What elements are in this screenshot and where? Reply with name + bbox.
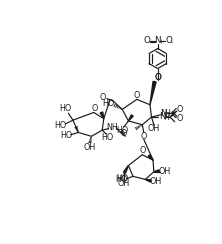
Polygon shape [154,170,159,172]
Text: O: O [134,91,140,100]
Text: HO: HO [116,174,128,183]
Text: HO: HO [54,121,66,130]
Text: O: O [141,132,147,141]
Text: HO: HO [60,131,72,140]
Text: N: N [159,112,166,121]
Text: O: O [176,114,182,123]
Text: -: - [171,39,173,45]
Polygon shape [150,81,156,105]
Text: O: O [143,36,150,45]
Text: H: H [163,112,169,122]
Text: OH: OH [148,124,160,133]
Polygon shape [100,112,104,119]
Text: O: O [121,130,127,139]
Polygon shape [124,166,128,173]
Text: OH: OH [150,177,162,186]
Text: HO: HO [59,104,71,113]
Text: HO: HO [101,133,114,142]
Text: N: N [161,109,167,118]
Text: OH: OH [84,142,96,152]
Text: NH: NH [106,123,118,132]
Text: H: H [165,110,171,119]
Text: +: + [159,39,164,45]
Polygon shape [128,115,133,121]
Polygon shape [148,155,153,160]
Text: HO: HO [115,175,128,184]
Text: N: N [155,36,161,45]
Text: O: O [100,92,106,102]
Text: O: O [155,72,162,81]
Text: HO: HO [116,126,128,135]
Text: O: O [165,36,172,45]
Polygon shape [145,179,151,182]
Text: O: O [140,146,146,155]
Text: O: O [176,105,182,114]
Text: OH: OH [118,179,130,188]
Text: HO: HO [102,99,115,108]
Text: O: O [91,104,98,113]
Text: O: O [154,72,161,81]
Text: OH: OH [159,167,171,176]
